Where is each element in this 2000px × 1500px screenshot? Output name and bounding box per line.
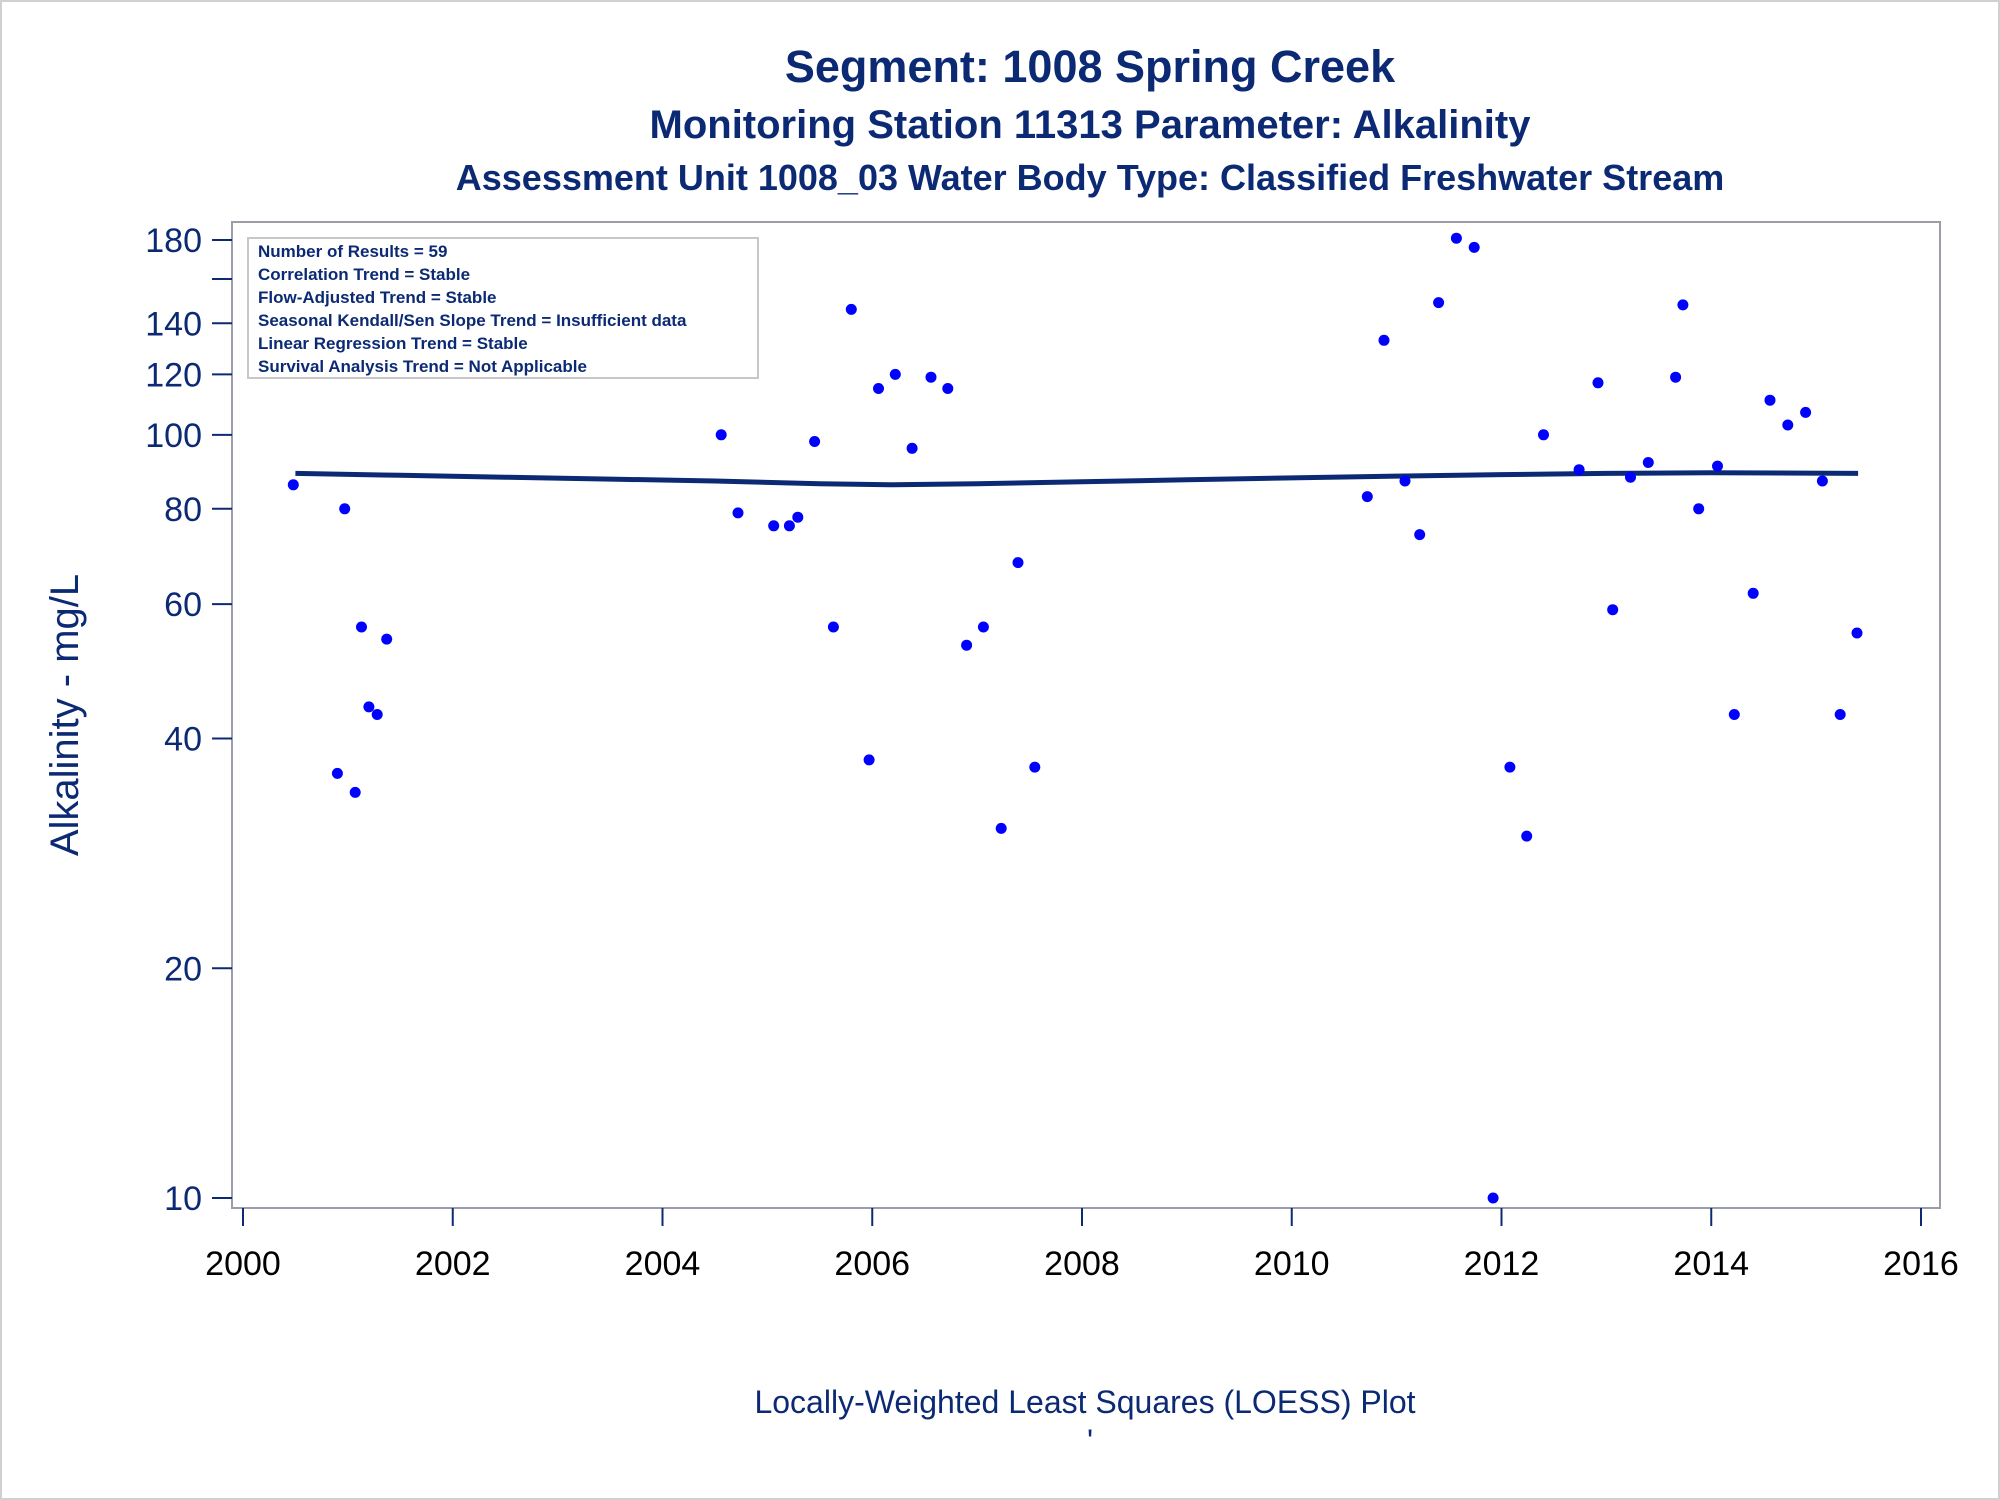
data-point bbox=[1800, 406, 1812, 418]
y-tick-label: 140 bbox=[145, 305, 202, 343]
data-point bbox=[809, 436, 821, 447]
stats-line-5: Linear Regression Trend = Stable bbox=[258, 334, 528, 353]
data-point bbox=[356, 621, 367, 633]
data-point bbox=[889, 368, 901, 380]
y-tick-label: 40 bbox=[164, 721, 202, 759]
loess-line bbox=[295, 470, 1859, 488]
y-tick-label: 20 bbox=[164, 950, 202, 988]
x-tick-label: 2004 bbox=[625, 1245, 701, 1283]
data-point bbox=[1538, 429, 1549, 441]
data-point bbox=[925, 371, 937, 383]
data-point bbox=[1414, 529, 1426, 541]
y-tick-label: 60 bbox=[164, 586, 202, 624]
stats-box-border bbox=[247, 237, 759, 379]
data-point bbox=[827, 621, 839, 633]
stats-line-3: Flow-Adjusted Trend = Stable bbox=[258, 288, 497, 307]
data-point bbox=[1468, 241, 1480, 253]
data-point bbox=[1625, 471, 1636, 483]
data-point bbox=[1851, 627, 1863, 639]
y-tick-label: 100 bbox=[145, 417, 202, 455]
data-point bbox=[331, 767, 343, 779]
data-point bbox=[381, 633, 393, 645]
x-tick-label: 2016 bbox=[1883, 1245, 1959, 1283]
data-point bbox=[1012, 557, 1024, 569]
stats-line-6: Survival Analysis Trend = Not Applicable bbox=[258, 357, 587, 376]
data-point bbox=[792, 511, 804, 523]
data-point bbox=[1670, 371, 1682, 383]
x-tick-label: 2006 bbox=[834, 1245, 910, 1283]
data-point bbox=[1361, 491, 1373, 503]
data-point bbox=[1816, 475, 1828, 487]
data-point bbox=[1450, 232, 1462, 244]
chart-footnote: Locally-Weighted Least Squares (LOESS) P… bbox=[754, 1384, 1415, 1420]
data-point bbox=[1712, 460, 1723, 472]
data-point bbox=[768, 520, 780, 532]
data-point bbox=[1677, 299, 1689, 311]
y-tick-label: 80 bbox=[164, 491, 202, 529]
data-point bbox=[1573, 464, 1585, 476]
data-point bbox=[995, 822, 1007, 834]
data-point bbox=[845, 303, 857, 315]
x-tick-label: 2010 bbox=[1254, 1245, 1330, 1283]
data-point bbox=[863, 754, 875, 766]
data-point bbox=[287, 479, 299, 491]
data-points bbox=[287, 232, 1863, 1204]
x-tick-label: 2000 bbox=[205, 1245, 281, 1283]
loess-line-group bbox=[295, 470, 1859, 488]
y-tick-label: 120 bbox=[145, 356, 202, 394]
data-point bbox=[1504, 761, 1516, 773]
data-point bbox=[1029, 761, 1041, 773]
chart-title: Segment: 1008 Spring Creek bbox=[785, 41, 1396, 92]
data-point bbox=[715, 429, 727, 441]
data-point bbox=[1747, 587, 1759, 599]
data-point bbox=[1378, 334, 1390, 346]
stats-line-2: Correlation Trend = Stable bbox=[258, 265, 470, 284]
data-point bbox=[363, 701, 375, 713]
x-axis: 2000 2002 2004 2006 2008 2010 2012 2014 2016 bbox=[205, 1208, 1959, 1283]
y-axis: 10 20 40 60 80 100 120 140 180 bbox=[145, 222, 232, 1218]
y-tick-label: 10 bbox=[164, 1180, 202, 1218]
data-point bbox=[339, 503, 351, 515]
data-point bbox=[1607, 604, 1619, 616]
data-point bbox=[961, 639, 973, 651]
data-point bbox=[977, 621, 989, 633]
chart-subtitle-2: Assessment Unit 1008_03 Water Body Type:… bbox=[456, 157, 1725, 198]
data-point bbox=[906, 442, 918, 454]
y-tick-label: 180 bbox=[145, 222, 202, 260]
data-point bbox=[1728, 709, 1740, 720]
data-point bbox=[1487, 1192, 1499, 1204]
x-tick-label: 2002 bbox=[415, 1245, 491, 1283]
x-tick-label: 2008 bbox=[1044, 1245, 1120, 1283]
stats-line-1: Number of Results = 59 bbox=[258, 242, 447, 261]
x-tick-label: 2014 bbox=[1673, 1245, 1749, 1283]
data-point bbox=[732, 507, 744, 519]
stats-line-4: Seasonal Kendall/Sen Slope Trend = Insuf… bbox=[258, 311, 687, 330]
data-point bbox=[873, 383, 884, 394]
y-axis-label: Alkalinity - mg/L bbox=[43, 574, 87, 856]
data-point bbox=[783, 520, 795, 532]
data-point bbox=[1693, 503, 1705, 515]
data-point bbox=[1834, 709, 1846, 720]
data-point bbox=[1399, 475, 1411, 487]
x-tick-label: 2012 bbox=[1464, 1245, 1540, 1283]
chart-subtitle: Monitoring Station 11313 Parameter: Alka… bbox=[650, 103, 1532, 147]
stats-box: Number of Results = 59 Correlation Trend… bbox=[247, 237, 759, 379]
data-point bbox=[371, 709, 383, 720]
footnote-mark: ' bbox=[1087, 1423, 1093, 1459]
data-point bbox=[1642, 457, 1654, 468]
data-point bbox=[942, 383, 954, 394]
data-point bbox=[1592, 377, 1604, 389]
data-point bbox=[1764, 394, 1776, 406]
data-point bbox=[349, 786, 361, 798]
plot-area bbox=[231, 221, 1941, 1209]
data-point bbox=[1433, 297, 1445, 309]
data-point bbox=[1782, 419, 1794, 431]
data-point bbox=[1521, 830, 1533, 842]
